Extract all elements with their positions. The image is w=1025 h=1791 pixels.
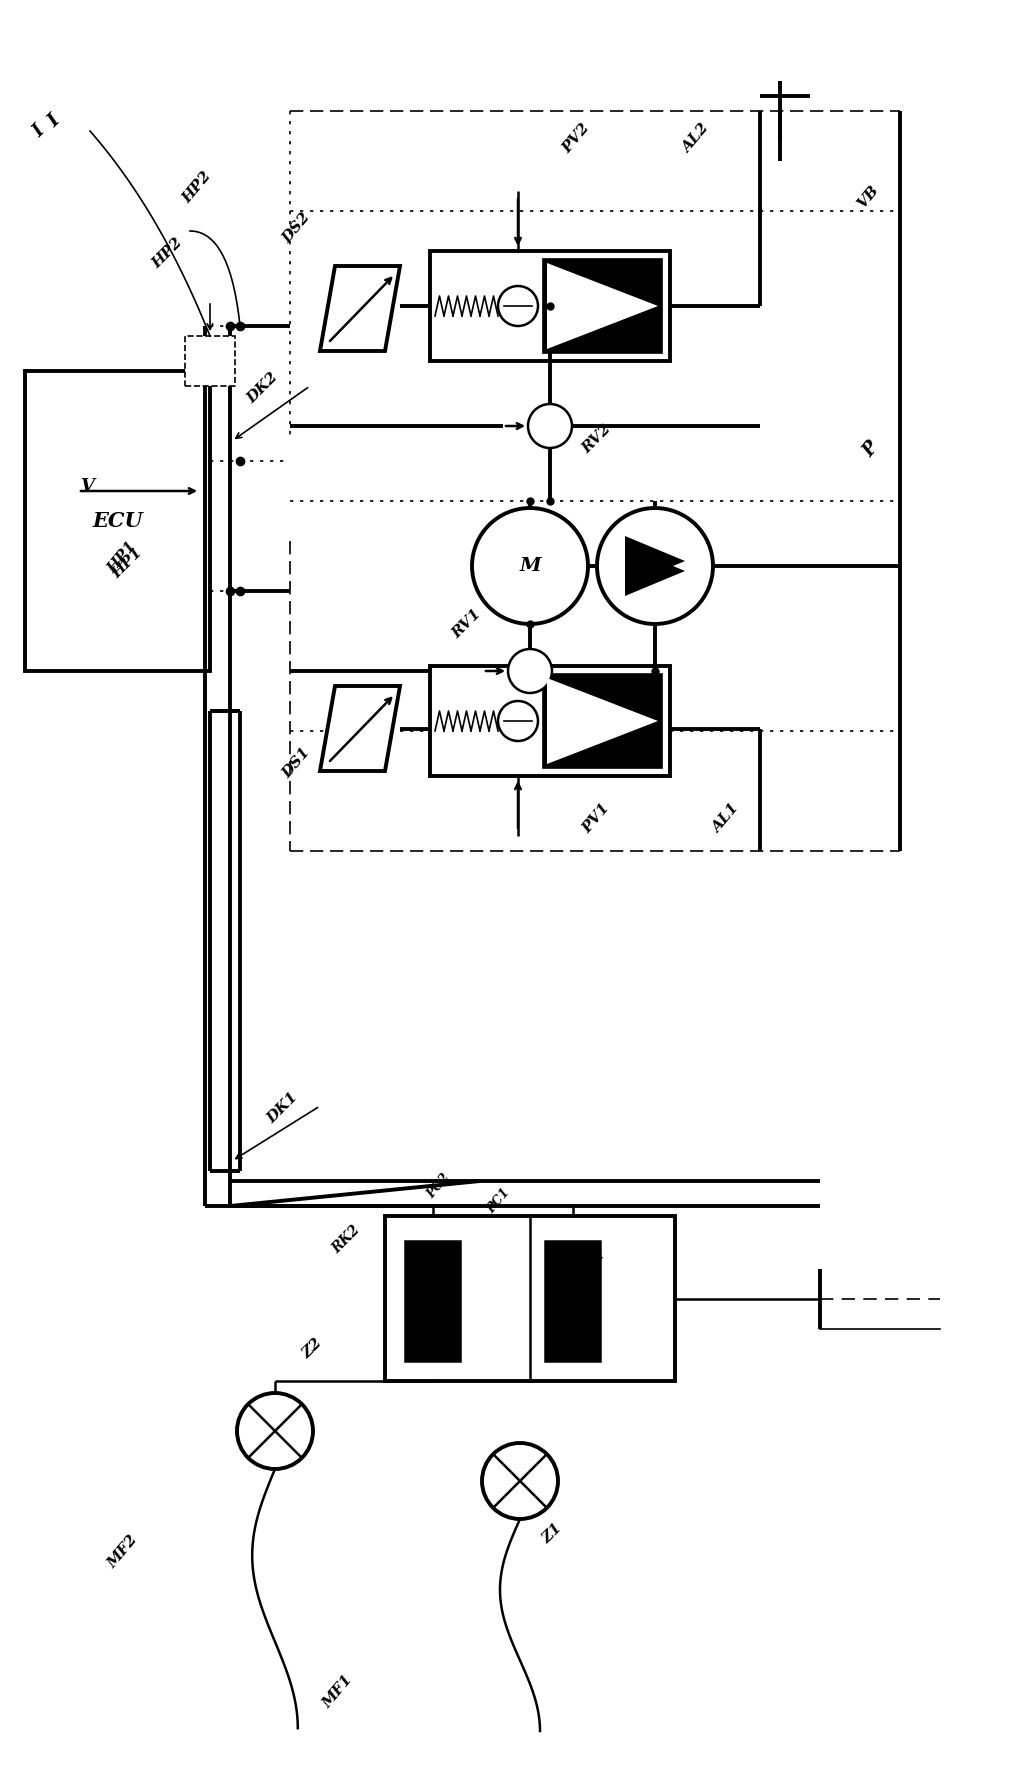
Text: MF2: MF2 [105, 1533, 140, 1571]
Text: AL1: AL1 [710, 802, 742, 836]
Polygon shape [625, 546, 685, 596]
Circle shape [597, 509, 713, 623]
Circle shape [482, 1444, 558, 1519]
Text: HP2: HP2 [180, 168, 214, 206]
Text: P: P [860, 439, 883, 460]
Bar [405, 1241, 460, 1361]
Circle shape [498, 700, 538, 741]
Polygon shape [547, 263, 658, 349]
Circle shape [508, 648, 552, 693]
Bar [25, 371, 210, 672]
Bar [545, 1241, 600, 1361]
Text: RK1: RK1 [575, 1248, 608, 1281]
Text: VB: VB [855, 183, 881, 211]
Text: HP1: HP1 [110, 544, 146, 580]
Text: HP2: HP2 [150, 235, 186, 270]
Bar [430, 666, 670, 776]
Bar [385, 1216, 675, 1381]
Text: DK2: DK2 [245, 371, 281, 407]
Text: Z1: Z1 [540, 1521, 565, 1546]
Bar [184, 337, 235, 387]
Text: V: V [80, 478, 94, 496]
Circle shape [498, 287, 538, 326]
Text: ECU: ECU [92, 510, 142, 530]
Bar [543, 673, 662, 768]
Text: DK1: DK1 [265, 1091, 301, 1127]
Text: MF1: MF1 [320, 1673, 356, 1710]
Text: PC2: PC2 [425, 1171, 453, 1202]
Text: PV2: PV2 [560, 122, 592, 156]
Polygon shape [547, 679, 658, 765]
Text: Z2: Z2 [300, 1336, 325, 1361]
Text: RV1: RV1 [450, 607, 485, 641]
Circle shape [528, 405, 572, 448]
Text: RV2: RV2 [580, 421, 614, 457]
Polygon shape [320, 686, 400, 770]
Text: I: I [45, 111, 65, 131]
Bar [430, 251, 670, 362]
Text: I: I [30, 122, 48, 141]
Text: HP1: HP1 [105, 539, 139, 577]
Polygon shape [320, 267, 400, 351]
Bar [543, 260, 662, 353]
Circle shape [472, 509, 588, 623]
Text: DS2: DS2 [280, 210, 314, 245]
Text: M: M [520, 557, 541, 575]
Text: AL2: AL2 [680, 122, 712, 156]
Text: PV1: PV1 [580, 801, 613, 836]
Polygon shape [625, 536, 685, 586]
Text: PC1: PC1 [485, 1186, 514, 1216]
Text: DS1: DS1 [280, 745, 314, 781]
Circle shape [237, 1393, 313, 1469]
Text: RK2: RK2 [330, 1223, 363, 1255]
